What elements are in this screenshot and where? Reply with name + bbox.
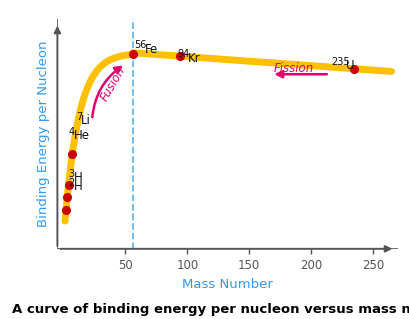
Text: H: H [74, 171, 82, 184]
Text: 94: 94 [177, 49, 189, 59]
Text: He: He [74, 130, 90, 142]
Text: 56: 56 [134, 40, 146, 50]
Text: 4: 4 [68, 127, 74, 137]
Text: Kr: Kr [187, 52, 200, 65]
Text: 235: 235 [330, 57, 348, 67]
Text: A curve of binding energy per nucleon versus mass number.: A curve of binding energy per nucleon ve… [12, 303, 409, 316]
Text: Fission: Fission [273, 62, 313, 75]
Text: Li: Li [81, 115, 91, 128]
Text: U: U [346, 59, 354, 72]
Text: 7: 7 [76, 112, 82, 122]
Text: Fe: Fe [144, 42, 157, 56]
Text: 2: 2 [68, 178, 74, 188]
X-axis label: Mass Number: Mass Number [182, 278, 272, 292]
Text: Fusion: Fusion [98, 64, 128, 103]
Y-axis label: Binding Energy per Nucleon: Binding Energy per Nucleon [37, 41, 50, 227]
Text: 3: 3 [68, 169, 74, 179]
Text: H: H [74, 180, 82, 193]
